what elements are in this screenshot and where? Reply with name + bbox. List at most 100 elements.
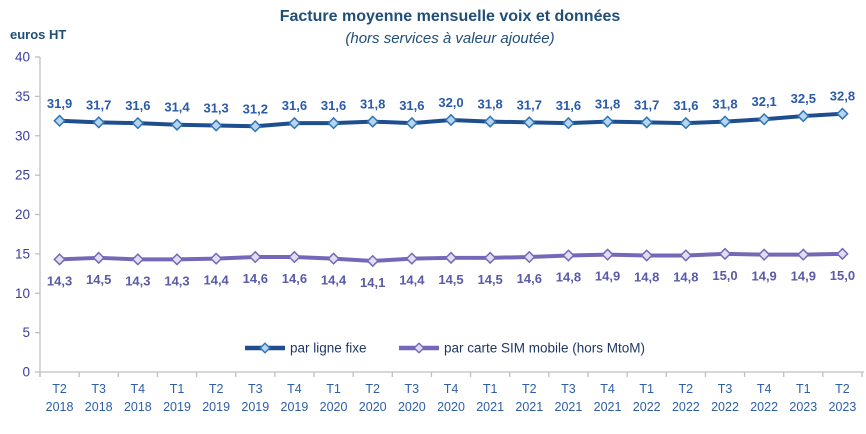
x-tick-label-year: 2020 bbox=[359, 400, 387, 414]
x-tick-label-year: 2021 bbox=[594, 400, 622, 414]
data-point-label: 31,6 bbox=[321, 98, 346, 113]
data-point-marker bbox=[288, 250, 301, 264]
data-point-label: 31,7 bbox=[86, 97, 111, 112]
x-tick-label-quarter: T2 bbox=[209, 382, 224, 396]
x-tick-label-year: 2022 bbox=[711, 400, 739, 414]
data-point-label: 32,8 bbox=[830, 89, 855, 104]
data-point-label: 14,8 bbox=[556, 269, 581, 284]
chart-title: Facture moyenne mensuelle voix et donnée… bbox=[279, 8, 621, 25]
data-point-marker bbox=[131, 253, 145, 266]
y-axis-unit-label: euros HT bbox=[10, 27, 67, 42]
data-point-label: 15,0 bbox=[712, 268, 737, 283]
data-point-marker bbox=[92, 116, 105, 129]
data-point-marker bbox=[718, 115, 732, 128]
data-point-label: 31,6 bbox=[556, 98, 581, 113]
x-tick-label-year: 2019 bbox=[241, 400, 269, 414]
data-point-label: 14,9 bbox=[791, 269, 816, 284]
legend-label: par carte SIM mobile (hors MtoM) bbox=[444, 341, 645, 356]
data-point-label: 14,9 bbox=[595, 269, 620, 284]
legend-marker bbox=[413, 342, 425, 354]
data-point-label: 31,8 bbox=[712, 97, 737, 112]
data-point-marker bbox=[601, 115, 614, 128]
data-point-marker bbox=[327, 116, 340, 130]
data-point-marker bbox=[209, 119, 223, 132]
legend-marker bbox=[259, 342, 271, 354]
data-point-label: 31,6 bbox=[673, 98, 698, 113]
x-tick-label-year: 2022 bbox=[633, 400, 661, 414]
data-point-marker bbox=[92, 251, 105, 265]
data-point-marker bbox=[131, 116, 145, 130]
x-tick-label-quarter: T1 bbox=[483, 382, 498, 396]
data-point-marker bbox=[405, 252, 419, 265]
data-point-label: 14,8 bbox=[673, 269, 698, 284]
data-point-marker bbox=[562, 116, 575, 130]
data-point-label: 31,9 bbox=[47, 96, 72, 111]
data-point-marker bbox=[249, 250, 262, 264]
data-point-label: 31,6 bbox=[125, 98, 150, 113]
data-point-marker bbox=[562, 249, 575, 262]
x-tick-label-year: 2018 bbox=[124, 400, 152, 414]
y-tick-label: 10 bbox=[15, 286, 30, 301]
x-tick-label-quarter: T1 bbox=[326, 382, 341, 396]
x-tick-label-quarter: T3 bbox=[405, 382, 420, 396]
data-point-label: 14,9 bbox=[751, 269, 776, 284]
data-point-label: 14,3 bbox=[164, 273, 189, 288]
y-tick-label: 15 bbox=[15, 246, 30, 261]
data-point-label: 31,8 bbox=[360, 97, 385, 112]
data-point-marker bbox=[601, 248, 614, 261]
x-tick-label-quarter: T3 bbox=[248, 382, 263, 396]
x-tick-label-quarter: T2 bbox=[365, 382, 380, 396]
data-point-label: 14,6 bbox=[243, 271, 268, 286]
x-tick-label-quarter: T4 bbox=[444, 382, 459, 396]
data-point-label: 15,0 bbox=[830, 268, 855, 283]
data-point-label: 31,7 bbox=[634, 97, 659, 112]
x-tick-label-quarter: T2 bbox=[52, 382, 67, 396]
data-point-marker bbox=[288, 116, 301, 130]
x-tick-label-quarter: T4 bbox=[757, 382, 772, 396]
data-point-label: 14,4 bbox=[203, 273, 229, 288]
y-tick-label: 25 bbox=[15, 168, 30, 183]
data-point-label: 31,4 bbox=[164, 100, 190, 115]
data-point-marker bbox=[53, 114, 66, 128]
data-point-marker bbox=[405, 116, 419, 130]
data-point-label: 31,7 bbox=[517, 97, 542, 112]
data-point-label: 14,8 bbox=[634, 269, 659, 284]
data-point-label: 14,5 bbox=[86, 272, 111, 287]
data-point-marker bbox=[366, 254, 379, 268]
data-point-label: 14,6 bbox=[282, 271, 307, 286]
data-point-marker bbox=[170, 253, 184, 266]
data-point-label: 14,5 bbox=[438, 272, 463, 287]
data-point-marker bbox=[836, 247, 849, 261]
x-tick-label-year: 2023 bbox=[829, 400, 857, 414]
x-tick-label-year: 2019 bbox=[281, 400, 309, 414]
data-point-marker bbox=[679, 249, 693, 262]
data-point-label: 14,3 bbox=[125, 273, 150, 288]
data-point-label: 31,6 bbox=[282, 98, 307, 113]
x-tick-label-quarter: T2 bbox=[679, 382, 694, 396]
legend-label: par ligne fixe bbox=[290, 341, 367, 356]
data-point-label: 32,5 bbox=[791, 91, 816, 106]
x-tick-label-year: 2020 bbox=[437, 400, 465, 414]
data-point-marker bbox=[679, 116, 693, 130]
data-point-marker bbox=[836, 107, 849, 120]
data-point-marker bbox=[483, 115, 497, 128]
x-tick-label-year: 2019 bbox=[202, 400, 230, 414]
data-point-marker bbox=[366, 115, 379, 128]
data-point-label: 31,2 bbox=[243, 101, 268, 116]
data-point-marker bbox=[640, 249, 653, 262]
data-point-marker bbox=[209, 252, 223, 265]
data-point-label: 32,1 bbox=[751, 94, 776, 109]
y-tick-label: 5 bbox=[22, 325, 30, 340]
x-tick-label-year: 2018 bbox=[85, 400, 113, 414]
x-tick-label-quarter: T3 bbox=[91, 382, 106, 396]
data-point-marker bbox=[640, 116, 653, 129]
data-point-marker bbox=[797, 248, 810, 261]
data-point-label: 31,8 bbox=[477, 97, 502, 112]
data-point-label: 31,3 bbox=[203, 101, 228, 116]
y-tick-label: 35 bbox=[15, 89, 30, 104]
x-tick-label-year: 2019 bbox=[163, 400, 191, 414]
data-point-marker bbox=[249, 120, 262, 133]
data-point-marker bbox=[483, 251, 497, 265]
data-point-label: 14,5 bbox=[477, 272, 502, 287]
